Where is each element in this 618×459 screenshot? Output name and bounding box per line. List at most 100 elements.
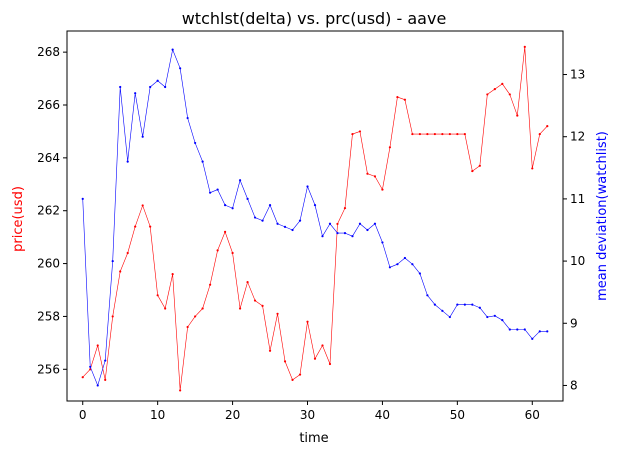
price-data-point (463, 132, 466, 136)
left-y-tick-label: 262 (37, 204, 60, 218)
plot-frame (66, 30, 564, 402)
price-data-point (471, 169, 474, 173)
price-data-point (546, 125, 549, 128)
watchlist-deviation-data-point (351, 235, 354, 238)
watchlist-deviation-data-point (253, 216, 257, 219)
x-tick-label: 0 (79, 408, 87, 422)
watchlist-deviation-data-point (238, 179, 242, 182)
x-tick-label: 40 (375, 408, 390, 422)
watchlist-deviation-data-point (141, 135, 144, 138)
price-data-point (291, 378, 294, 381)
price-data-point (104, 378, 107, 381)
x-tick-label: 50 (450, 408, 465, 422)
watchlist-deviation-data-point (493, 314, 496, 317)
price-data-point (426, 132, 429, 136)
price-data-point (388, 146, 392, 149)
watchlist-deviation-data-point (223, 204, 227, 207)
price-data-point (508, 93, 511, 96)
price-data-point (523, 45, 526, 48)
price-data-point (418, 132, 421, 136)
price-data-point (209, 283, 212, 286)
price-data-point (216, 249, 219, 252)
x-axis-label: time (299, 431, 328, 446)
watchlist-deviation-data-point (373, 222, 377, 225)
watchlist-deviation-data-point (471, 303, 474, 306)
price-data-point (486, 93, 489, 96)
price-data-point (186, 325, 189, 329)
right-y-tick-label: 12 (570, 130, 585, 144)
watchlist-deviation-data-point (149, 85, 152, 89)
price-data-point (149, 225, 152, 228)
watchlist-deviation-data-point (186, 116, 189, 120)
right-y-tick-label: 8 (570, 378, 578, 392)
left-y-tick-label: 266 (37, 98, 60, 112)
left-y-tick-label: 256 (37, 362, 60, 376)
watchlist-deviation-data-point (426, 294, 429, 297)
watchlist-deviation-data-point (246, 197, 249, 200)
watchlist-deviation-data-point (538, 330, 541, 333)
price-data-point (358, 130, 362, 133)
price-data-point (141, 204, 144, 207)
watchlist-deviation-data-point (336, 232, 339, 235)
watchlist-deviation-data-point (171, 48, 174, 51)
price-data-point (313, 357, 317, 360)
price-data-point (238, 307, 242, 310)
watchlist-deviation-data-point (366, 228, 369, 232)
left-y-tick-label: 264 (37, 151, 60, 165)
price-data-point (261, 304, 264, 307)
watchlist-deviation-data-point (126, 160, 129, 163)
watchlist-deviation-data-point (96, 384, 99, 387)
watchlist-deviation-data-point (111, 259, 114, 263)
price-data-point (268, 349, 272, 352)
left-y-tick-label: 268 (37, 45, 60, 59)
series-layer (81, 45, 549, 392)
price-data-point (396, 95, 399, 99)
left-y-tick-label: 258 (37, 309, 60, 323)
price-data-point (448, 132, 451, 136)
left-y-axis-label: price(usd) (11, 186, 26, 252)
watchlist-deviation-data-point (501, 319, 504, 322)
right-y-axis-label: mean deviation(watchlist) (595, 131, 610, 301)
price-data-point (194, 315, 197, 318)
right-y-tick-label: 13 (570, 68, 585, 82)
price-data-point (156, 294, 159, 297)
price-data-point (433, 132, 436, 136)
price-data-point (478, 164, 481, 167)
price-data-point (373, 175, 377, 178)
price-data-point (171, 273, 174, 276)
watchlist-deviation-data-point (104, 359, 107, 362)
watchlist-deviation-data-point (313, 204, 317, 207)
watchlist-deviation-data-point (231, 207, 234, 210)
watchlist-deviation-data-point (396, 263, 399, 266)
watchlist-deviation-data-point (201, 160, 204, 163)
watchlist-deviation-data-point (463, 303, 466, 306)
watchlist-deviation-data-point (134, 92, 137, 95)
price-data-point (493, 88, 496, 91)
watchlist-deviation-data-point (194, 141, 197, 145)
price-data-point (538, 132, 541, 136)
watchlist-deviation-data-point (486, 315, 489, 319)
watchlist-deviation-data-point (209, 191, 212, 194)
watchlist-deviation-data-point (546, 330, 549, 333)
right-y-tick-label: 9 (570, 316, 578, 330)
price-data-point (441, 132, 444, 136)
price-data-point (119, 270, 122, 273)
price-data-point (516, 114, 519, 117)
price-data-point (531, 167, 534, 170)
watchlist-deviation-data-point (321, 235, 324, 238)
watchlist-deviation-data-point (81, 197, 84, 200)
price-data-point (246, 280, 249, 284)
watchlist-deviation-data-point (291, 228, 294, 232)
price-data-point (501, 82, 504, 85)
watchlist-deviation-data-point (523, 328, 526, 331)
price-data-point (231, 251, 234, 255)
x-tick-label: 20 (225, 408, 240, 422)
price-data-point (283, 360, 287, 363)
price-data-point (366, 172, 369, 175)
price-data-point (306, 320, 309, 323)
watchlist-deviation-data-point (448, 315, 451, 319)
left-y-tick-label: 260 (37, 257, 60, 271)
price-data-point (179, 389, 182, 392)
price-data-point (343, 206, 347, 210)
